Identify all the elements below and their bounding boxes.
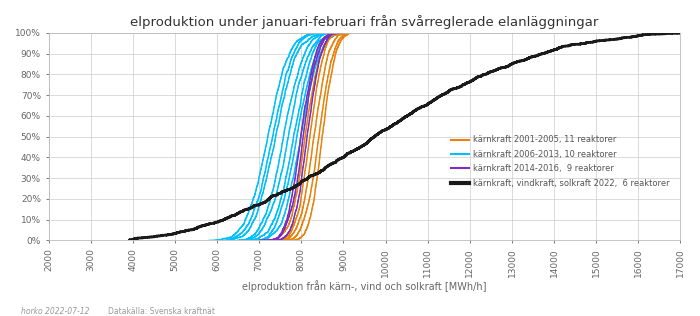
Text: Datakälla: Svenska kraftnät: Datakälla: Svenska kraftnät [108,307,216,316]
X-axis label: elproduktion från kärn-, vind och solkraft [MWh/h]: elproduktion från kärn-, vind och solkra… [242,280,486,292]
Title: elproduktion under januari-februari från svårreglerade elanläggningar: elproduktion under januari-februari från… [130,15,598,29]
Text: horko 2022-07-12: horko 2022-07-12 [21,307,90,316]
Legend: kärnkraft 2001-2005, 11 reaktorer, kärnkraft 2006-2013, 10 reaktorer, kärnkraft : kärnkraft 2001-2005, 11 reaktorer, kärnk… [447,132,673,191]
